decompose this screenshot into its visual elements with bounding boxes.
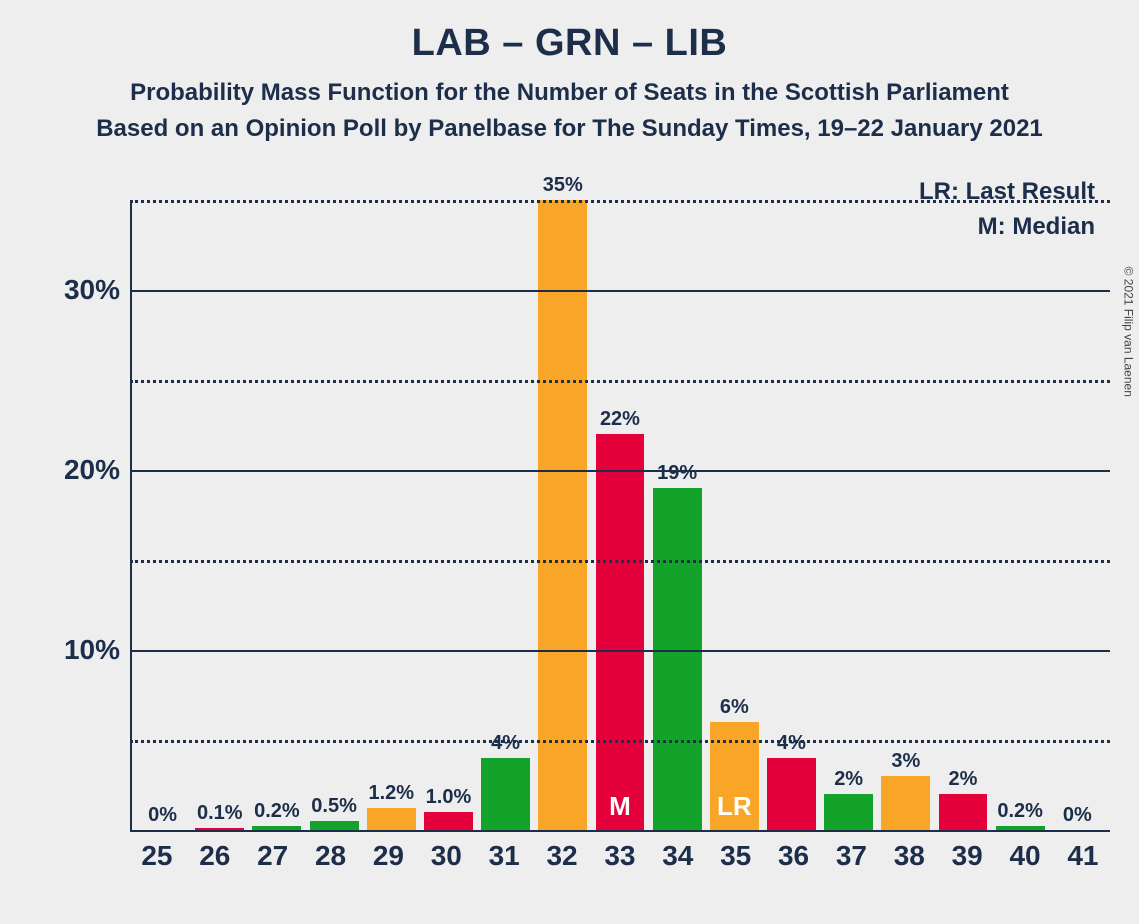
gridline-minor: [130, 560, 1110, 563]
gridline-minor: [130, 200, 1110, 203]
chart-plot: 10%20%30% 0%0.1%0.2%0.5%1.2%1.0%4%35%22%…: [130, 200, 1110, 830]
bar: 1.0%: [424, 812, 473, 830]
bar: 3%: [881, 776, 930, 830]
bar-value-label: 1.2%: [368, 782, 414, 805]
gridline-major: [130, 650, 1110, 652]
bar-slot: 6% LR: [708, 200, 761, 830]
bar-value-label: 22%: [600, 408, 640, 431]
y-tick-label: 30%: [50, 274, 120, 306]
bar: 4%: [481, 758, 530, 830]
bar-value-label: 2%: [949, 768, 978, 791]
x-tick-label: 31: [477, 840, 531, 872]
x-tick-label: 33: [593, 840, 647, 872]
gridline-minor: [130, 380, 1110, 383]
bar-slot: 2%: [822, 200, 875, 830]
x-tick-label: 40: [998, 840, 1052, 872]
bar: 35%: [538, 200, 587, 830]
bar-slot: 1.0%: [422, 200, 475, 830]
bar-slot: 4%: [765, 200, 818, 830]
bar-value-label: 19%: [657, 462, 697, 485]
bar: 0.5%: [310, 821, 359, 830]
y-tick-label: 20%: [50, 454, 120, 486]
x-tick-label: 32: [535, 840, 589, 872]
x-tick-label: 26: [188, 840, 242, 872]
bar-value-label: 4%: [491, 732, 520, 755]
y-axis: 10% 20% 30%: [50, 200, 120, 830]
bar-slot: 2%: [936, 200, 989, 830]
x-tick-label: 39: [940, 840, 994, 872]
gridline-major: [130, 290, 1110, 292]
bar-slot: 35%: [536, 200, 589, 830]
x-tick-label: 34: [651, 840, 705, 872]
bar-value-label: 0%: [1063, 804, 1092, 827]
bar-slot: 4%: [479, 200, 532, 830]
bar-value-label: 0%: [148, 804, 177, 827]
bar-slot: 1.2%: [365, 200, 418, 830]
bar-slot: 0%: [136, 200, 189, 830]
bar-value-label: 2%: [834, 768, 863, 791]
x-tick-label: 28: [304, 840, 358, 872]
bar-tag: LR: [717, 791, 752, 822]
bar-slot: 0.1%: [193, 200, 246, 830]
bar: 19%: [653, 488, 702, 830]
x-tick-label: 27: [246, 840, 300, 872]
bar-slot: 3%: [879, 200, 932, 830]
chart-subtitle-1: Probability Mass Function for the Number…: [0, 65, 1139, 107]
x-tick-label: 30: [419, 840, 473, 872]
bar-value-label: 3%: [891, 750, 920, 773]
y-tick-label: 10%: [50, 634, 120, 666]
bar-value-label: 35%: [543, 174, 583, 197]
bar-value-label: 0.2%: [997, 800, 1043, 823]
x-tick-label: 38: [882, 840, 936, 872]
bar-slot: 19%: [651, 200, 704, 830]
bar-slot: 22% M: [593, 200, 646, 830]
x-axis-line: [130, 830, 1110, 832]
bar-value-label: 0.5%: [311, 795, 357, 818]
bar: 6%LR: [710, 722, 759, 830]
chart-title: LAB – GRN – LIB: [0, 0, 1139, 65]
x-tick-label: 35: [709, 840, 763, 872]
bars-container: 0%0.1%0.2%0.5%1.2%1.0%4%35%22%M19%6%LR4%…: [130, 200, 1110, 830]
copyright: © 2021 Filip van Laenen: [1121, 267, 1135, 397]
x-tick-label: 36: [767, 840, 821, 872]
bar-value-label: 6%: [720, 696, 749, 719]
gridline-major: [130, 470, 1110, 472]
bar: 22%M: [596, 434, 645, 830]
x-tick-label: 41: [1056, 840, 1110, 872]
bar: 2%: [939, 794, 988, 830]
gridline-minor: [130, 740, 1110, 743]
bar-slot: 0.2%: [994, 200, 1047, 830]
bar-tag: M: [609, 791, 631, 822]
chart-subtitle-2: Based on an Opinion Poll by Panelbase fo…: [0, 107, 1139, 143]
bar: 4%: [767, 758, 816, 830]
bar-slot: 0%: [1051, 200, 1104, 830]
x-tick-label: 37: [825, 840, 879, 872]
x-axis: 2526272829303132333435363738394041: [130, 830, 1110, 872]
bar-value-label: 4%: [777, 732, 806, 755]
bar-slot: 0.2%: [250, 200, 303, 830]
bar-slot: 0.5%: [308, 200, 361, 830]
x-tick-label: 25: [130, 840, 184, 872]
x-tick-label: 29: [362, 840, 416, 872]
bar: 2%: [824, 794, 873, 830]
bar-value-label: 0.1%: [197, 802, 243, 825]
bar: 1.2%: [367, 808, 416, 830]
bar-value-label: 1.0%: [426, 786, 472, 809]
bar-value-label: 0.2%: [254, 800, 300, 823]
